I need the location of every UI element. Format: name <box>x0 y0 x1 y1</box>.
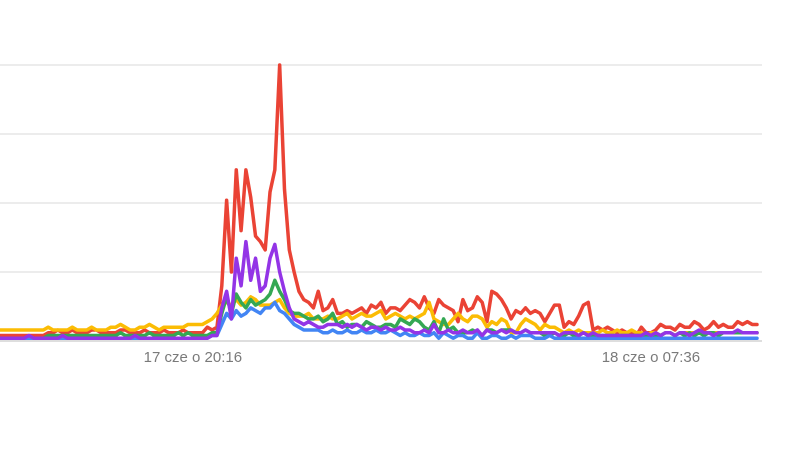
series-line-2 <box>0 295 759 338</box>
series-lines <box>0 63 759 340</box>
x-axis-tick-labels: 17 cze o 20:16 18 cze o 07:36 <box>144 349 700 366</box>
series-line-1 <box>0 63 759 338</box>
x-tick-label-2: 18 cze o 07:36 <box>602 349 700 366</box>
series-line-5 <box>0 239 759 340</box>
x-tick-label-1: 17 cze o 20:16 <box>144 349 242 366</box>
gridlines <box>0 64 762 342</box>
